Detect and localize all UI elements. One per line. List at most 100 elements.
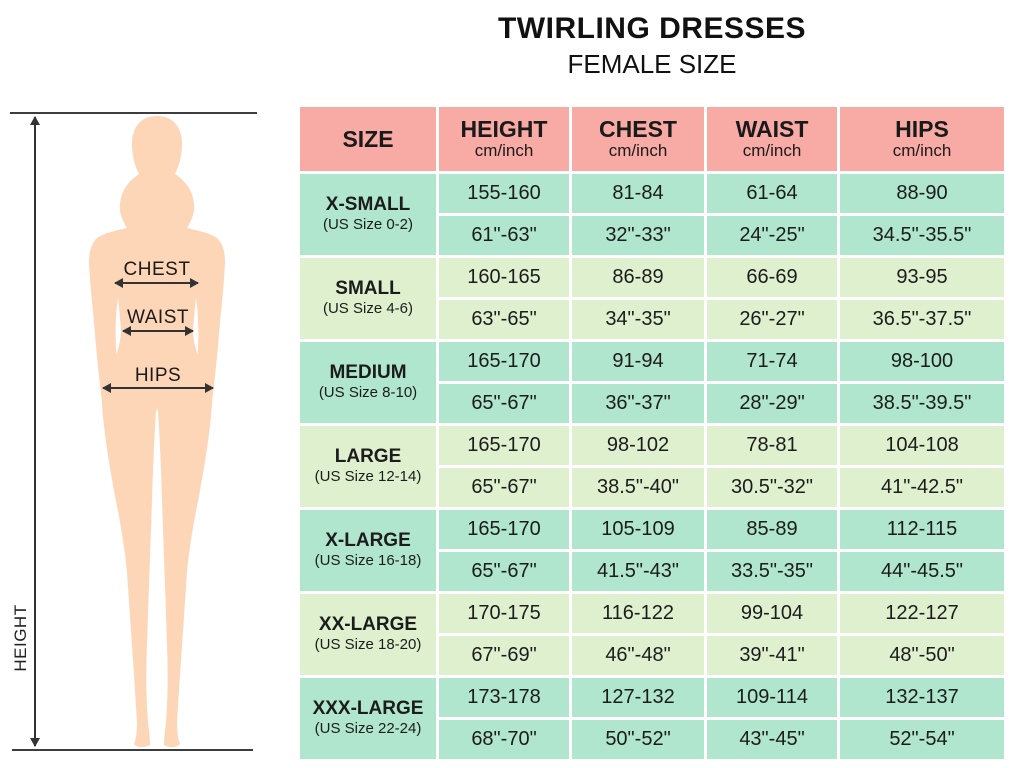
height-label: HEIGHT (11, 604, 30, 672)
column-label: CHEST (599, 115, 677, 142)
hips-cm: 132-137 (840, 678, 1004, 717)
size-us: (US Size 12-14) (314, 467, 422, 485)
hips-cm: 122-127 (840, 594, 1004, 633)
waist-cm: 78-81 (707, 426, 837, 465)
waist-inch: 33.5"-35" (707, 552, 837, 591)
height-inch: 65"-67" (439, 468, 569, 507)
height-cm: 165-170 (439, 342, 569, 381)
hips-arrow-icon (102, 383, 214, 393)
height-cm: 165-170 (439, 426, 569, 465)
hips-inch: 38.5"-39.5" (840, 384, 1004, 423)
table-row: 68"-70" 50"-52" 43"-45" 52"-54" (300, 720, 1004, 759)
size-us: (US Size 0-2) (322, 215, 414, 233)
waist-inch: 30.5"-32" (707, 468, 837, 507)
chest-cm: 91-94 (572, 342, 704, 381)
waist-inch: 26"-27" (707, 300, 837, 339)
chest-inch: 36"-37" (572, 384, 704, 423)
hips-cm: 88-90 (840, 174, 1004, 213)
hips-inch: 41"-42.5" (840, 468, 1004, 507)
chart-header: TWIRLING DRESSES FEMALE SIZE (297, 12, 1007, 80)
waist-inch: 43"-45" (707, 720, 837, 759)
chest-cm: 86-89 (572, 258, 704, 297)
female-silhouette (89, 116, 225, 748)
size-name: MEDIUM (329, 361, 407, 383)
waist-cm: 66-69 (707, 258, 837, 297)
table-row: LARGE (US Size 12-14) 165-170 98-102 78-… (300, 426, 1004, 507)
size-name: X-SMALL (325, 193, 411, 215)
chest-inch: 34"-35" (572, 300, 704, 339)
body-measurement-diagram: HEIGHT CHEST WAIST HIPS (0, 0, 296, 768)
chest-cm: 116-122 (572, 594, 704, 633)
chest-inch: 41.5"-43" (572, 552, 704, 591)
waist-cm: 85-89 (707, 510, 837, 549)
column-unit: cm/inch (474, 140, 534, 160)
waist-inch: 39"-41" (707, 636, 837, 675)
table-row: MEDIUM (US Size 8-10) 165-170 91-94 71-7… (300, 342, 1004, 423)
column-unit: cm/inch (608, 140, 668, 160)
column-header-waist: WAIST cm/inch (707, 107, 837, 171)
size-name: X-LARGE (325, 529, 411, 551)
hips-inch: 34.5"-35.5" (840, 216, 1004, 255)
chest-inch: 38.5"-40" (572, 468, 704, 507)
chest-inch: 50"-52" (572, 720, 704, 759)
table-row: XXX-LARGE (US Size 22-24) 173-178 127-13… (300, 678, 1004, 759)
table-row: 63"-65" 34"-35" 26"-27" 36.5"-37.5" (300, 300, 1004, 339)
height-inch: 65"-67" (439, 552, 569, 591)
column-header-chest: CHEST cm/inch (572, 107, 704, 171)
height-inch: 67"-69" (439, 636, 569, 675)
table-row: 67"-69" 46"-48" 39"-41" 48"-50" (300, 636, 1004, 675)
size-us: (US Size 18-20) (314, 635, 422, 653)
hips-cm: 98-100 (840, 342, 1004, 381)
table-row: X-SMALL (US Size 0-2) 155-160 81-84 61-6… (300, 174, 1004, 255)
waist-inch: 24"-25" (707, 216, 837, 255)
size-name: XXX-LARGE (312, 697, 424, 719)
waist-cm: 109-114 (707, 678, 837, 717)
height-cm: 160-165 (439, 258, 569, 297)
hips-cm: 112-115 (840, 510, 1004, 549)
height-inch: 63"-65" (439, 300, 569, 339)
table-row: 65"-67" 38.5"-40" 30.5"-32" 41"-42.5" (300, 468, 1004, 507)
height-cm: 165-170 (439, 510, 569, 549)
column-label: HIPS (895, 115, 949, 142)
height-top-line (10, 112, 257, 114)
table-row: 65"-67" 36"-37" 28"-29" 38.5"-39.5" (300, 384, 1004, 423)
table-row: XX-LARGE (US Size 18-20) 170-175 116-122… (300, 594, 1004, 675)
height-arrow-icon (30, 116, 40, 747)
height-bottom-line (12, 749, 253, 751)
height-cm: 170-175 (439, 594, 569, 633)
column-header-size: SIZE (300, 107, 436, 171)
height-inch: 61"-63" (439, 216, 569, 255)
size-cell: XXX-LARGE (US Size 22-24) (300, 678, 436, 759)
chest-arrow-icon (114, 278, 199, 288)
size-table: SIZE HEIGHT cm/inch CHEST cm/inch WAIST … (297, 104, 1007, 762)
chest-cm: 127-132 (572, 678, 704, 717)
height-inch: 68"-70" (439, 720, 569, 759)
chest-inch: 32"-33" (572, 216, 704, 255)
column-header-hips: HIPS cm/inch (840, 107, 1004, 171)
size-us: (US Size 16-18) (314, 551, 422, 569)
waist-cm: 71-74 (707, 342, 837, 381)
column-label: SIZE (342, 125, 394, 152)
size-us: (US Size 8-10) (318, 383, 418, 401)
hips-inch: 44"-45.5" (840, 552, 1004, 591)
height-inch: 65"-67" (439, 384, 569, 423)
chest-cm: 81-84 (572, 174, 704, 213)
table-row: 61"-63" 32"-33" 24"-25" 34.5"-35.5" (300, 216, 1004, 255)
height-cm: 173-178 (439, 678, 569, 717)
size-cell: X-SMALL (US Size 0-2) (300, 174, 436, 255)
chest-label: CHEST (123, 259, 191, 280)
size-cell: X-LARGE (US Size 16-18) (300, 510, 436, 591)
size-name: XX-LARGE (318, 613, 418, 635)
size-cell: MEDIUM (US Size 8-10) (300, 342, 436, 423)
hips-inch: 36.5"-37.5" (840, 300, 1004, 339)
table-header-row: SIZE HEIGHT cm/inch CHEST cm/inch WAIST … (300, 107, 1004, 171)
column-header-height: HEIGHT cm/inch (439, 107, 569, 171)
waist-cm: 99-104 (707, 594, 837, 633)
waist-inch: 28"-29" (707, 384, 837, 423)
table-row: 65"-67" 41.5"-43" 33.5"-35" 44"-45.5" (300, 552, 1004, 591)
size-cell: LARGE (US Size 12-14) (300, 426, 436, 507)
page-subtitle: FEMALE SIZE (567, 49, 737, 79)
waist-cm: 61-64 (707, 174, 837, 213)
hips-inch: 52"-54" (840, 720, 1004, 759)
chest-inch: 46"-48" (572, 636, 704, 675)
